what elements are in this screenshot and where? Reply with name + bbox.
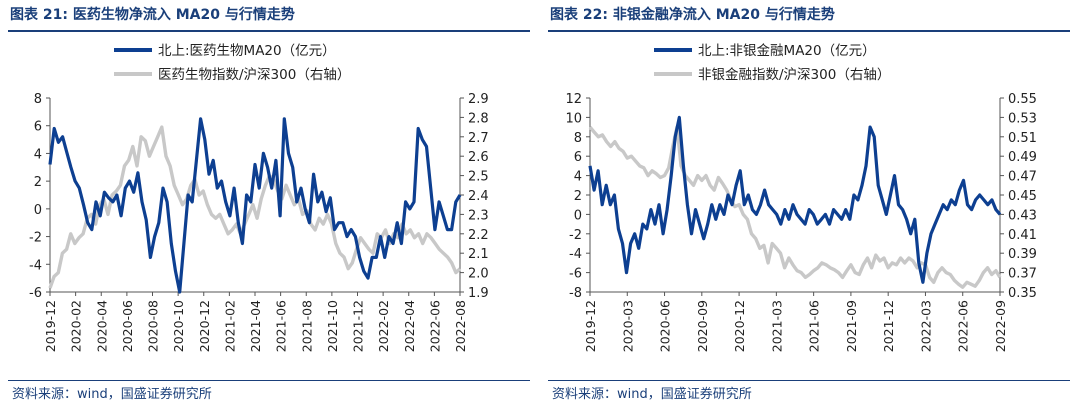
left-tick-label: 6	[574, 150, 582, 165]
source-rule	[548, 380, 1070, 381]
right-tick-label: 2.8	[468, 111, 489, 126]
right-tick-label: 0.49	[1008, 150, 1037, 165]
right-tick-label: 2.7	[468, 131, 489, 146]
northbound-ma20-series-line	[588, 115, 1002, 284]
x-tick-label: 2020-08	[146, 300, 161, 352]
northbound-ma20-series-line	[48, 117, 462, 294]
right-tick-label: 0.51	[1008, 131, 1037, 146]
right-tick-label: 2.6	[468, 150, 489, 165]
right-tick-label: 0.53	[1008, 111, 1037, 126]
left-tick-label: 4	[34, 147, 42, 162]
left-tick-label: 2	[574, 189, 582, 204]
left-tick-label: -2	[29, 231, 42, 246]
left-tick-label: -8	[569, 286, 582, 301]
x-tick-label: 2021-03	[769, 300, 784, 352]
left-tick-label: 6	[34, 120, 42, 135]
index-ratio-series-line	[48, 125, 462, 289]
x-tick-label: 2022-02	[376, 300, 391, 352]
nonbank-chart: 12 10 8 6 4 2 0 -2 -4 -6 -8 0.55 0.53 0.51 0.49 0.47 0.4…	[565, 43, 1037, 352]
right-tick-label: 1.9	[468, 286, 489, 301]
x-tick-label: 2020-09	[695, 300, 710, 352]
x-tick-label: 2022-06	[427, 300, 442, 352]
right-tick-label: 2.9	[468, 92, 489, 107]
left-tick-label: -6	[569, 267, 582, 282]
x-tick-label: 2020-12	[732, 300, 747, 352]
chart-panel-medicine: 图表 21: 医药生物净流入 MA20 与行情走势 8 6 4 2 0 -2 -4 -6 2.9…	[8, 0, 538, 404]
chart-title: 图表 21: 医药生物净流入 MA20 与行情走势	[10, 7, 295, 23]
x-tick-label: 2020-03	[620, 300, 635, 352]
legend-label: 北上:非银金融MA20（亿元）	[698, 43, 876, 59]
title-rule	[548, 30, 1070, 32]
x-tick-label: 2020-04	[94, 300, 109, 352]
right-tick-label: 0.47	[1008, 170, 1037, 185]
left-tick-label: 12	[565, 92, 582, 107]
right-tick-label: 0.39	[1008, 247, 1037, 262]
left-tick-label: -4	[29, 258, 42, 273]
legend-label: 医药生物指数/沪深300（右轴）	[158, 67, 350, 83]
left-tick-label: 10	[565, 111, 582, 126]
right-tick-label: 2.5	[468, 170, 489, 185]
right-tick-label: 2.3	[468, 208, 489, 223]
legend-label: 非银金融指数/沪深300（右轴）	[698, 67, 890, 83]
x-tick-label: 2020-06	[658, 300, 673, 352]
x-tick-label: 2020-06	[120, 300, 135, 352]
x-tick-label: 2021-02	[222, 300, 237, 352]
x-tick-label: 2019-12	[583, 300, 598, 352]
left-tick-label: 4	[574, 170, 582, 185]
x-tick-label: 2020-12	[197, 300, 212, 352]
x-tick-label: 2021-06	[807, 300, 822, 352]
right-tick-label: 0.37	[1008, 267, 1037, 282]
x-tick-label: 2021-06	[274, 300, 289, 352]
source-note: 资料来源：wind，国盛证券研究所	[552, 387, 752, 402]
left-tick-label: -6	[29, 286, 42, 301]
right-tick-label: 0.35	[1008, 286, 1037, 301]
source-rule	[8, 380, 530, 381]
left-tick-label: -2	[569, 228, 582, 243]
left-tick-label: 0	[34, 203, 42, 218]
x-tick-label: 2021-04	[248, 300, 263, 352]
left-tick-label: -4	[569, 247, 582, 262]
right-tick-label: 2.0	[468, 267, 489, 282]
chart-title: 图表 22: 非银金融净流入 MA20 与行情走势	[550, 7, 835, 23]
x-tick-label: 2022-06	[956, 300, 971, 352]
x-tick-label: 2022-04	[402, 300, 417, 352]
chart-panel-nonbank: 图表 22: 非银金融净流入 MA20 与行情走势 12 10 8 6 4 2 0 -2 -4 -…	[548, 0, 1078, 404]
left-tick-label: 8	[574, 131, 582, 146]
title-rule	[8, 30, 530, 32]
x-tick-label: 2022-09	[993, 300, 1008, 352]
source-note: 资料来源：wind，国盛证券研究所	[12, 387, 212, 402]
x-tick-label: 2022-08	[453, 300, 468, 352]
x-tick-label: 2021-12	[351, 300, 366, 352]
x-tick-label: 2020-02	[69, 300, 84, 352]
legend-label: 北上:医药生物MA20（亿元）	[158, 43, 336, 59]
right-tick-label: 2.1	[468, 247, 489, 262]
left-tick-label: 8	[34, 92, 42, 107]
x-tick-label: 2021-08	[299, 300, 314, 352]
right-tick-label: 2.4	[468, 189, 489, 204]
x-tick-label: 2019-12	[43, 300, 58, 352]
left-tick-label: 2	[34, 175, 42, 190]
right-tick-label: 0.55	[1008, 92, 1037, 107]
left-tick-label: 0	[574, 208, 582, 223]
right-tick-label: 0.43	[1008, 208, 1037, 223]
index-ratio-series-line	[588, 125, 1002, 289]
x-tick-label: 2022-03	[918, 300, 933, 352]
right-tick-label: 0.41	[1008, 228, 1037, 243]
right-tick-label: 0.45	[1008, 189, 1037, 204]
x-tick-label: 2021-09	[844, 300, 859, 352]
x-tick-label: 2020-10	[171, 300, 186, 352]
x-tick-label: 2021-12	[881, 300, 896, 352]
x-tick-label: 2021-10	[325, 300, 340, 352]
right-tick-label: 2.2	[468, 228, 489, 243]
medicine-chart: 8 6 4 2 0 -2 -4 -6 2.9 2.8 2.7 2.6 2.5 2.4 2.3 2.2 2.1 2.…	[29, 43, 489, 352]
